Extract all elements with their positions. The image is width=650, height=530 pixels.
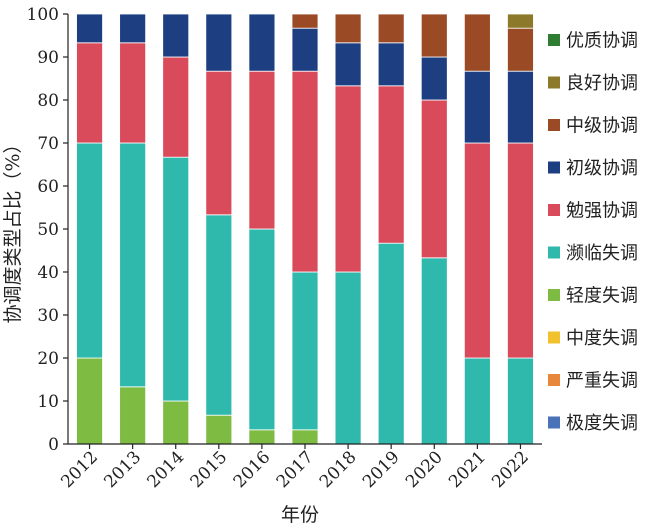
bar-segment-2016-4 [248,228,276,431]
y-tick-label: 30 [37,306,59,326]
bar-segment-2017-4 [291,271,319,431]
x-tick-label: 2014 [144,447,189,492]
bar-segment-2018-6 [334,42,362,87]
bar-segment-2013-3 [119,386,147,445]
bar-segment-2014-4 [162,156,190,402]
x-tick-label: 2018 [316,447,361,492]
legend-swatch [548,119,560,131]
legend-label: 极度失调 [566,413,638,434]
bar-segment-2017-6 [291,27,319,72]
bar-segment-2014-5 [162,56,190,158]
legend-swatch [548,416,560,429]
legend-label: 勉强协调 [566,201,638,222]
x-tick-label: 2019 [359,447,404,492]
legend-swatch [548,246,560,259]
bar-segment-2019-6 [377,42,405,87]
bar-segment-2012-3 [76,357,103,445]
y-tick-label: 50 [37,220,59,240]
legend-label: 中级协调 [566,116,638,137]
x-tick-label: 2021 [445,447,490,492]
legend-label: 良好协调 [566,73,638,94]
bar-segment-2020-4 [420,257,448,445]
bar-segment-2012-5 [76,42,103,144]
bar-segment-2022-6 [507,70,534,144]
y-tick-label: 40 [37,263,59,283]
x-tick-label: 2013 [100,447,145,492]
bar-segment-2016-5 [248,70,276,230]
y-tick-label: 60 [37,177,59,197]
legend-label: 优质协调 [566,31,638,52]
bar-segment-2017-3 [291,429,319,445]
legend-label: 初级协调 [566,158,638,179]
legend-label: 濒临失调 [566,243,638,264]
bar-segment-2017-5 [291,70,319,273]
y-tick-label: 90 [37,48,59,68]
y-tick-label: 80 [37,91,59,111]
bar-segment-2019-4 [377,242,405,445]
bar-segment-2022-8 [507,13,534,29]
bar-segment-2015-4 [205,214,233,416]
x-ticks-layer: 2012201320142015201620172018201920202021… [57,444,533,492]
bar-segment-2018-5 [334,85,362,273]
bar-segment-2022-4 [507,357,534,445]
x-tick-label: 2016 [230,447,275,492]
bar-segment-2013-6 [119,13,147,44]
bar-segment-2019-7 [377,13,405,44]
x-axis-title: 年份 [281,504,319,526]
legend-swatch [548,161,560,174]
bar-segment-2015-6 [205,13,233,72]
x-tick-label: 2017 [273,447,318,492]
bar-segment-2012-4 [76,142,103,359]
legend-swatch [548,331,560,344]
legend-swatch [548,76,560,89]
y-tick-label: 0 [48,435,59,455]
bar-segment-2017-7 [291,13,319,29]
bar-segment-2013-4 [119,142,147,388]
legend-swatch [548,204,560,216]
bar-segment-2016-6 [248,13,276,72]
y-tick-label: 100 [27,5,59,25]
y-tick-label: 20 [37,349,59,369]
bar-segment-2021-4 [463,357,491,445]
legend-swatch [548,34,560,46]
bar-segment-2021-7 [463,13,491,72]
legend-swatch [548,289,560,301]
bar-segment-2014-3 [162,400,190,445]
y-ticks-layer: 0 10 20 30 40 50 60 70 80 90 100 [27,5,68,455]
bar-segment-2022-5 [507,142,534,359]
bar-segment-2015-3 [205,414,233,445]
bar-segment-2012-6 [76,13,103,44]
bar-segment-2022-7 [507,27,534,72]
x-tick-label: 2022 [488,447,533,492]
bar-segment-2020-6 [420,56,448,101]
bar-segment-2019-5 [377,85,405,244]
bars-layer [76,13,534,445]
bar-segment-2016-3 [248,429,276,445]
bar-segment-2014-6 [162,13,190,58]
legend-label: 轻度失调 [566,286,638,307]
bar-segment-2013-5 [119,42,147,144]
bar-segment-2021-5 [463,142,491,359]
bar-segment-2020-7 [420,13,448,58]
legend-label: 中度失调 [566,328,638,349]
legend-swatch [548,374,560,386]
legend-label: 严重失调 [566,371,638,392]
bar-segment-2021-6 [463,70,491,144]
x-tick-label: 2012 [57,447,102,492]
bar-segment-2015-5 [205,70,233,216]
x-tick-label: 2020 [402,447,447,492]
y-axis-title: 协调度类型占比（%） [2,134,24,323]
y-tick-label: 10 [37,392,59,412]
bar-segment-2018-7 [334,13,362,44]
bar-segment-2018-4 [334,271,362,445]
x-tick-label: 2015 [187,447,232,492]
y-tick-label: 70 [37,134,59,154]
bar-segment-2020-5 [420,99,448,259]
